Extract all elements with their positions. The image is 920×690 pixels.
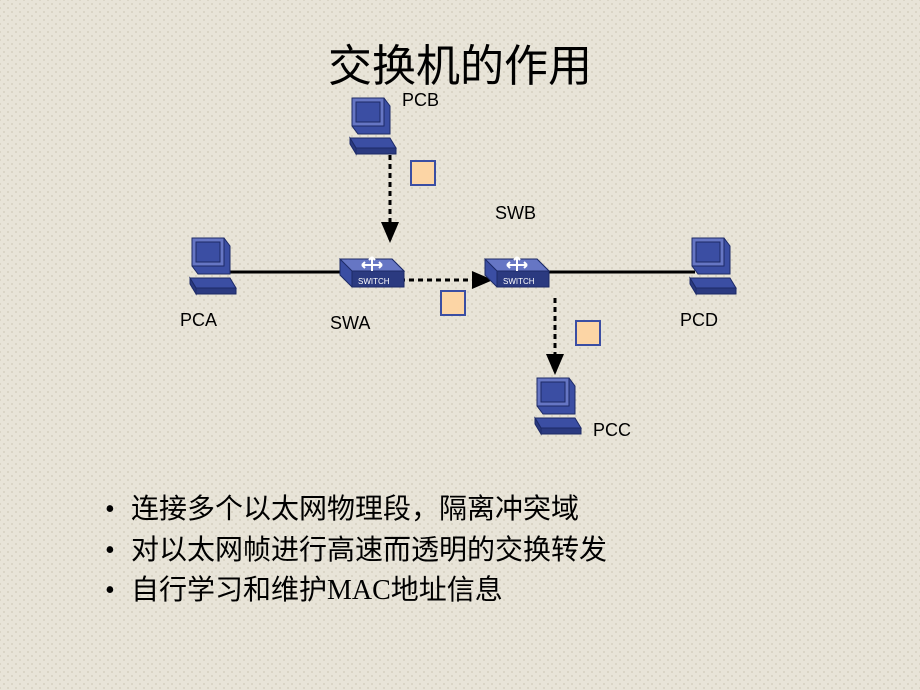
pc-pca [190, 238, 236, 294]
bullet-item-1: •连接多个以太网物理段，隔离冲突域 [105, 490, 607, 531]
label-pcc: PCC [593, 420, 631, 441]
packet-box-1 [410, 160, 436, 186]
devices-layer: SWITCH SWITCH [0, 0, 920, 500]
switch-swa-facetext: SWITCH [358, 277, 390, 286]
bullet-item-3: •自行学习和维护MAC地址信息 [105, 571, 607, 612]
packet-box-3 [575, 320, 601, 346]
bullet-text-3: 自行学习和维护MAC地址信息 [131, 575, 503, 606]
pc-pcd [690, 238, 736, 294]
switch-swb-facetext: SWITCH [503, 277, 535, 286]
label-pcb: PCB [402, 90, 439, 111]
pc-pcc [535, 378, 581, 434]
bullet-list: •连接多个以太网物理段，隔离冲突域 •对以太网帧进行高速而透明的交换转发 •自行… [105, 490, 607, 612]
label-pca: PCA [180, 310, 217, 331]
bullet-item-2: •对以太网帧进行高速而透明的交换转发 [105, 531, 607, 572]
label-swb: SWB [495, 203, 536, 224]
bullet-text-1: 连接多个以太网物理段，隔离冲突域 [131, 494, 579, 525]
label-swa: SWA [330, 313, 370, 334]
bullet-text-2: 对以太网帧进行高速而透明的交换转发 [131, 535, 607, 566]
packet-box-2 [440, 290, 466, 316]
network-diagram: SWITCH SWITCH PCA PCB PCC PCD SWA SWB [0, 0, 920, 500]
pc-pcb [350, 98, 396, 154]
label-pcd: PCD [680, 310, 718, 331]
